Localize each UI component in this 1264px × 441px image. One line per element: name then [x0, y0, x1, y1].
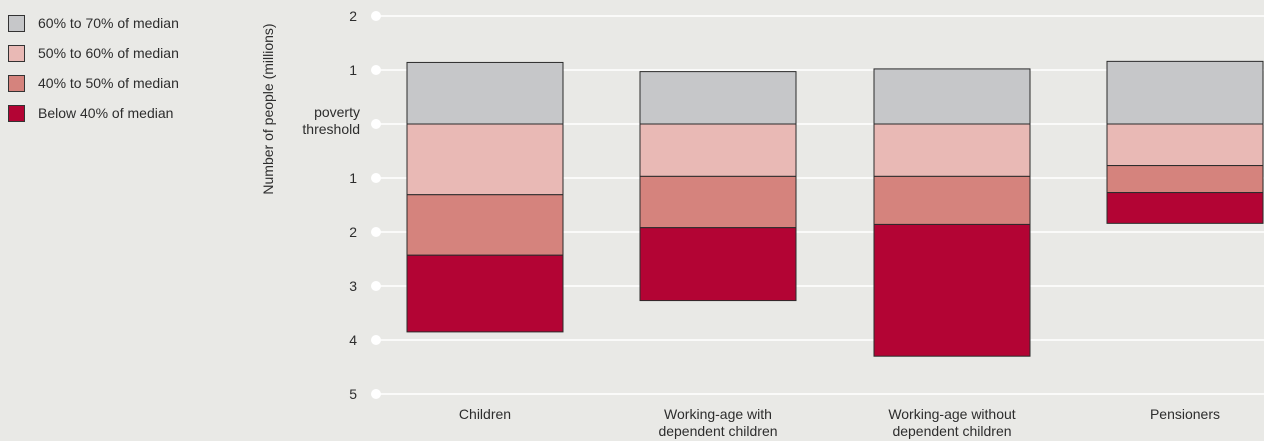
- y-axis-label: Number of people (millions): [260, 23, 276, 194]
- bar-segment: [639, 227, 797, 302]
- x-tick-label: Pensioners: [1150, 406, 1220, 422]
- legend-item: 40% to 50% of median: [8, 68, 179, 98]
- y-tick-label: 1: [349, 62, 357, 78]
- y-tick-label: 2: [349, 224, 357, 240]
- bar-segment: [639, 71, 797, 125]
- x-tick-label: Working-age with dependent children: [658, 406, 777, 439]
- bar-segment: [1106, 165, 1264, 194]
- tick-dot: [371, 227, 381, 237]
- y-tick-label: 5: [349, 386, 357, 402]
- tick-dot: [371, 335, 381, 345]
- x-tick-label: Working-age without dependent children: [888, 406, 1015, 439]
- bar-segment: [873, 223, 1031, 357]
- chart-legend: 60% to 70% of median 50% to 60% of media…: [8, 8, 179, 128]
- x-tick-label: Children: [459, 406, 511, 422]
- y-tick-label: 2: [349, 8, 357, 24]
- bar-segment: [406, 123, 564, 196]
- bar-segment: [1106, 60, 1264, 125]
- legend-label: Below 40% of median: [38, 105, 174, 121]
- bar-segment: [406, 61, 564, 125]
- bar-segment: [873, 123, 1031, 177]
- bar-segment: [1106, 123, 1264, 167]
- threshold-label: poverty threshold: [302, 104, 360, 137]
- bar-segment: [873, 68, 1031, 125]
- legend-swatch: [8, 104, 25, 122]
- bar-segment: [639, 123, 797, 177]
- legend-item: 60% to 70% of median: [8, 8, 179, 38]
- legend-swatch: [8, 74, 25, 92]
- legend-item: Below 40% of median: [8, 98, 179, 128]
- legend-swatch: [8, 14, 25, 32]
- legend-label: 40% to 50% of median: [38, 75, 179, 91]
- legend-item: 50% to 60% of median: [8, 38, 179, 68]
- y-tick-label: 4: [349, 332, 357, 348]
- tick-dot: [371, 11, 381, 21]
- bar-segment: [406, 254, 564, 333]
- legend-label: 50% to 60% of median: [38, 45, 179, 61]
- legend-label: 60% to 70% of median: [38, 15, 179, 31]
- tick-dot: [371, 173, 381, 183]
- y-tick-label: 3: [349, 278, 357, 294]
- bar-segment: [873, 175, 1031, 225]
- bar-segment: [639, 175, 797, 229]
- bar-segment: [1106, 192, 1264, 224]
- y-tick-label: 1: [349, 170, 357, 186]
- tick-dot: [371, 65, 381, 75]
- tick-dot: [371, 389, 381, 399]
- legend-swatch: [8, 44, 25, 62]
- tick-dot: [371, 119, 381, 129]
- tick-dot: [371, 281, 381, 291]
- bar-segment: [406, 194, 564, 256]
